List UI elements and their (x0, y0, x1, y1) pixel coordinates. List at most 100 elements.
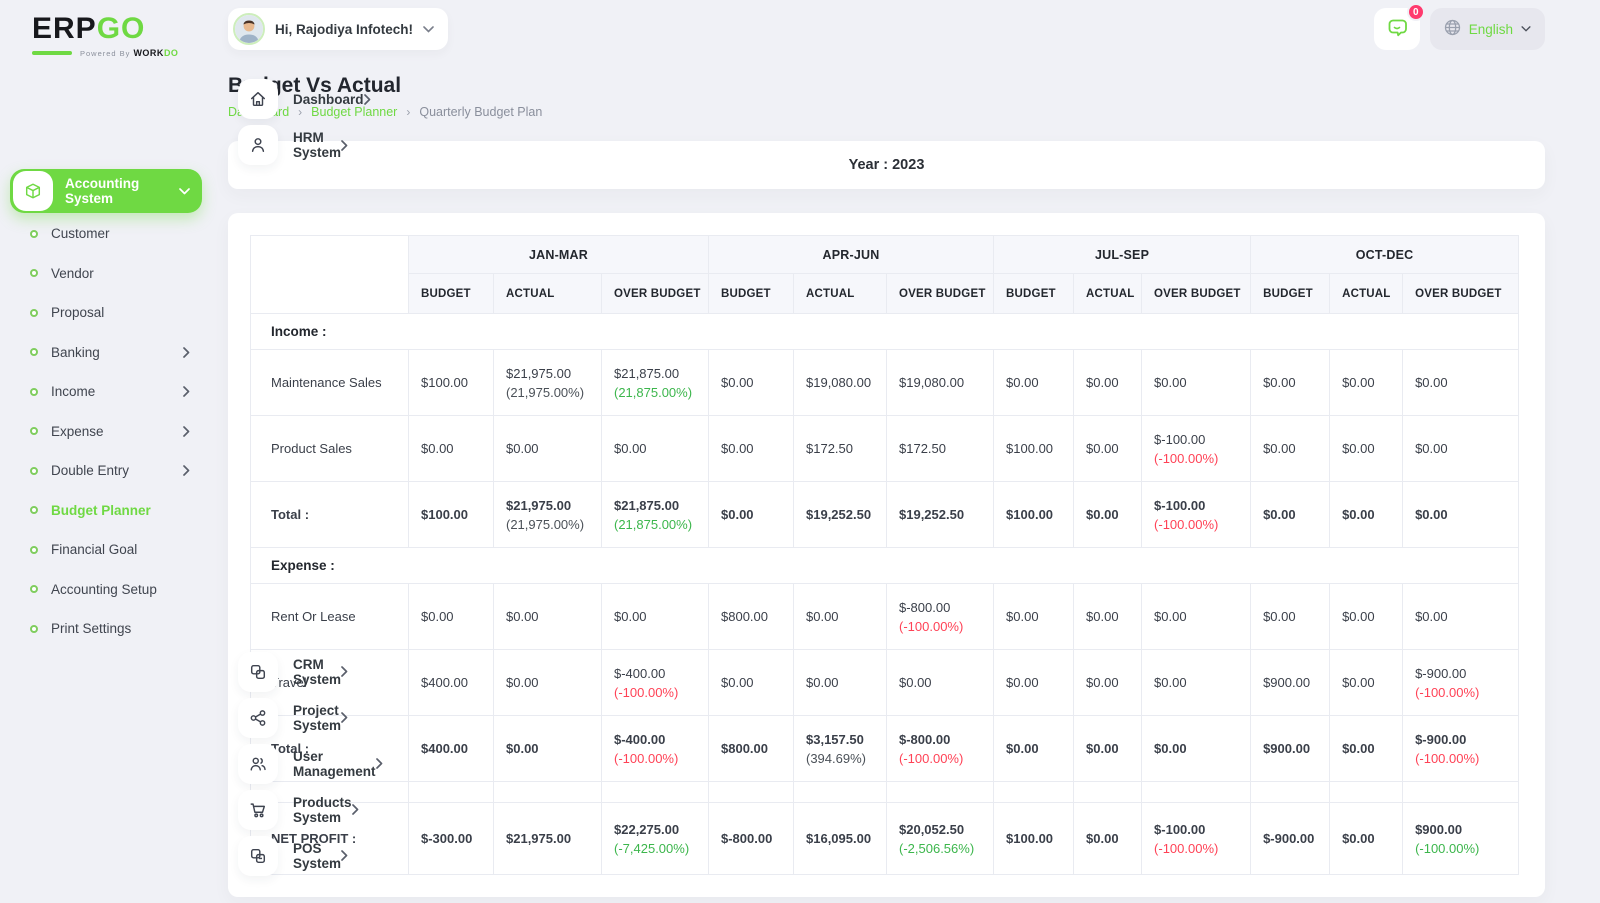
cell-value: $0.00 (1086, 441, 1119, 456)
logo-text: ERPGO (32, 12, 146, 45)
empty-cell (993, 781, 1075, 803)
chevron-right-icon (341, 850, 348, 861)
avatar (233, 13, 265, 45)
cell-value: $-100.00 (1154, 821, 1206, 837)
table-row-total: Total : $400.00 $0.00 $-400.00 (-100.00%) $80… (250, 715, 1520, 782)
bullet-icon (30, 624, 38, 633)
value-cell: $0.00 (1250, 415, 1331, 482)
main-content: Hi, Rajodiya Infotech! 0 English (202, 0, 1600, 897)
users-icon (238, 743, 278, 784)
chevron-down-icon (1521, 26, 1531, 32)
value-cell: $-400.00 (-100.00%) (601, 715, 709, 782)
sidebar-item-budget-planner[interactable]: Budget Planner (10, 491, 202, 531)
sidebar-item-crm-system[interactable]: CRM System (212, 649, 348, 695)
value-cell: $19,080.00 (885, 349, 995, 416)
cell-value: $0.00 (721, 675, 754, 690)
value-cell: $0.00 (885, 649, 995, 716)
value-cell: $0.00 (1402, 481, 1520, 548)
sidebar-item-hrm-system[interactable]: HRM System (212, 122, 348, 168)
cell-percent: (-100.00%) (1154, 516, 1219, 532)
sidebar-item-print-settings[interactable]: Print Settings (10, 609, 202, 649)
sidebar-item-label: Project System (293, 702, 342, 733)
value-cell: $0.00 (1073, 481, 1143, 548)
cell-value: $3,157.50 (806, 731, 864, 747)
pos-icon (238, 835, 278, 876)
sidebar-item-label: Accounting System (65, 176, 140, 206)
sidebar-item-accounting-setup[interactable]: Accounting Setup (10, 570, 202, 610)
sidebar-item-double-entry[interactable]: Double Entry (10, 451, 202, 491)
value-cell: $0.00 (1402, 583, 1520, 650)
value-cell: $0.00 (408, 583, 494, 650)
cell-percent: (-100.00%) (1154, 450, 1219, 466)
sidebar-item-products-system[interactable]: Products System (212, 787, 358, 833)
value-cell: $0.00 (1073, 802, 1143, 875)
value-cell: $172.50 (793, 415, 887, 482)
sidebar-menu: Dashboard HRM System Accounting System Cust… (10, 76, 382, 879)
user-menu[interactable]: Hi, Rajodiya Infotech! (228, 8, 449, 50)
sidebar-item-label: Print Settings (51, 621, 132, 637)
cell-value: $400.00 (421, 675, 468, 690)
chevron-right-icon (341, 712, 348, 723)
value-cell: $21,975.00 (21,975.00%) (493, 349, 602, 416)
cell-value: $0.00 (1342, 609, 1375, 624)
column-header: OVER BUDGET (1141, 273, 1252, 314)
language-selector[interactable]: English (1429, 8, 1545, 50)
sidebar-item-customer[interactable]: Customer (10, 214, 202, 254)
sidebar-item-accounting-system[interactable]: Accounting System (10, 169, 202, 213)
bullet-icon (30, 545, 38, 554)
cell-value: $-900.00 (1415, 731, 1467, 747)
sidebar-item-income[interactable]: Income (10, 372, 202, 412)
home-icon (238, 79, 278, 119)
cell-value: $21,975.00 (506, 365, 572, 381)
sidebar-item-financial-goal[interactable]: Financial Goal (10, 530, 202, 570)
value-cell: $0.00 (793, 583, 887, 650)
bullet-icon (30, 585, 38, 594)
cart-icon (238, 789, 278, 830)
value-cell: $3,157.50 (394.69%) (793, 715, 887, 782)
cell-value: $-900.00 (1263, 831, 1315, 846)
chevron-right-icon (183, 425, 190, 437)
app-logo[interactable]: ERPGO Powered By WORK DO (32, 14, 202, 58)
column-header: ACTUAL (493, 273, 602, 314)
cell-value: $100.00 (1006, 441, 1054, 456)
sidebar-item-dashboard[interactable]: Dashboard (212, 76, 370, 122)
sidebar-item-banking[interactable]: Banking (10, 333, 202, 373)
chevron-right-icon (341, 139, 348, 151)
cell-value: $-800.00 (721, 831, 773, 846)
cube-icon (13, 171, 53, 211)
sidebar-item-expense[interactable]: Expense (10, 412, 202, 452)
messenger-button[interactable]: 0 (1373, 3, 1425, 50)
sidebar-item-pos-system[interactable]: POS System (212, 833, 348, 879)
cell-value: $900.00 (1263, 675, 1311, 690)
value-cell: $0.00 (993, 715, 1075, 782)
sidebar-item-project-system[interactable]: Project System (212, 695, 348, 741)
cell-value: $19,252.50 (899, 507, 965, 522)
cell-value: $0.00 (1086, 609, 1119, 624)
value-cell: $900.00 (1250, 715, 1331, 782)
sidebar-item-vendor[interactable]: Vendor (10, 254, 202, 294)
cell-value: $0.00 (1415, 609, 1448, 624)
value-cell: $0.00 (1141, 649, 1252, 716)
cell-value: $-400.00 (614, 731, 666, 747)
greeting-text: Hi, Rajodiya Infotech! (275, 21, 414, 37)
cell-value: $800.00 (721, 609, 768, 624)
cell-value: $0.00 (806, 675, 839, 690)
logo-underline (32, 51, 72, 55)
cell-value: $0.00 (421, 441, 454, 456)
cell-value: $0.00 (1415, 507, 1448, 522)
cell-value: $0.00 (421, 609, 454, 624)
cell-value: $0.00 (1342, 741, 1375, 756)
sidebar-item-proposal[interactable]: Proposal (10, 293, 202, 333)
logo-tagline: Powered By WORK DO (32, 48, 202, 58)
value-cell: $100.00 (993, 802, 1075, 875)
empty-cell (885, 781, 995, 803)
value-cell: $800.00 (708, 715, 794, 782)
budget-table: JAN-MAR APR-JUN JUL-SEP OCT-DEC BUDGET ACTUAL… (249, 235, 1520, 875)
breadcrumb-budget-planner[interactable]: Budget Planner (311, 105, 398, 119)
value-cell: $0.00 (1250, 349, 1331, 416)
sidebar-item-user-management[interactable]: User Management (212, 741, 382, 787)
empty-cell (493, 781, 602, 803)
column-header: ACTUAL (793, 273, 887, 314)
quarter-header: JUL-SEP (993, 235, 1252, 274)
sidebar-item-label: Expense (51, 423, 104, 439)
